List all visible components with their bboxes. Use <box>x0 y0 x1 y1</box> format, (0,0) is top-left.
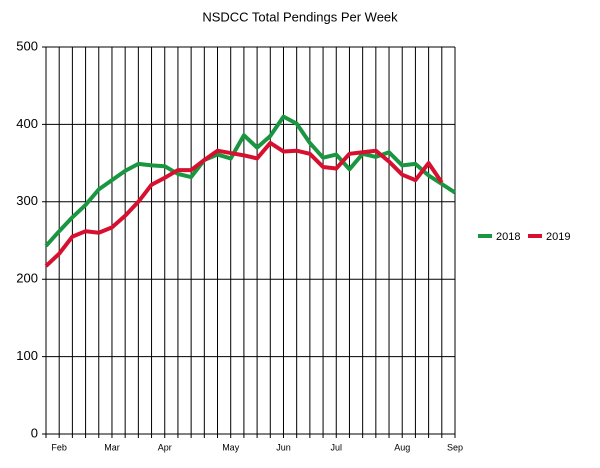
y-tick-label: 500 <box>16 38 38 53</box>
y-tick-label: 100 <box>16 348 38 363</box>
legend-label: 2018 <box>496 231 520 243</box>
x-tick-label: May <box>222 442 240 452</box>
x-tick-label: Mar <box>104 442 120 452</box>
x-tick-label: Jun <box>276 442 291 452</box>
y-tick-label: 200 <box>16 271 38 286</box>
x-tick-label: Aug <box>394 442 410 452</box>
y-tick-label: 0 <box>31 425 38 440</box>
series-line <box>44 114 457 248</box>
x-tick-label: Apr <box>158 442 172 452</box>
legend-label: 2019 <box>546 231 570 243</box>
x-tick-label: Feb <box>51 442 67 452</box>
y-tick-label: 300 <box>16 193 38 208</box>
chart-title: NSDCC Total Pendings Per Week <box>202 9 398 24</box>
x-tick-label: Jul <box>331 442 343 452</box>
y-tick-label: 400 <box>16 116 38 131</box>
x-tick-label: Sep <box>447 442 463 452</box>
series-line <box>44 140 444 268</box>
